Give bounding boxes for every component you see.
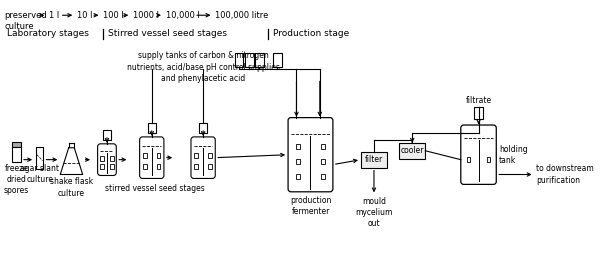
Bar [103, 130, 110, 140]
Text: 100,000 litre: 100,000 litre [215, 11, 269, 20]
FancyBboxPatch shape [191, 137, 215, 178]
Bar [321, 144, 325, 149]
Text: shake flask
culture: shake flask culture [50, 177, 93, 198]
Text: 1000 l: 1000 l [133, 11, 159, 20]
Bar [399, 143, 425, 159]
FancyBboxPatch shape [288, 118, 333, 192]
Bar [208, 164, 212, 169]
Bar [296, 174, 300, 179]
Text: filtrate: filtrate [466, 96, 491, 105]
Bar [143, 153, 147, 158]
Text: agar slant
culture: agar slant culture [20, 164, 59, 184]
Bar [100, 156, 104, 161]
Bar [256, 53, 264, 67]
Text: holding
tank: holding tank [499, 145, 527, 165]
Bar [12, 142, 21, 147]
Text: Laboratory stages: Laboratory stages [7, 29, 89, 38]
Bar [296, 159, 300, 164]
FancyBboxPatch shape [461, 125, 496, 184]
Bar [194, 164, 198, 169]
Text: Stirred vessel seed stages: Stirred vessel seed stages [108, 29, 227, 38]
Text: cooler: cooler [400, 146, 424, 155]
Text: to downstream
purification: to downstream purification [536, 164, 594, 185]
Bar [100, 164, 104, 169]
Bar [110, 164, 114, 169]
Polygon shape [60, 148, 83, 175]
Bar [273, 53, 281, 67]
Bar [245, 53, 254, 67]
Bar [361, 152, 387, 168]
Text: preserved
culture: preserved culture [4, 11, 47, 31]
Text: 100 l: 100 l [103, 11, 124, 20]
Bar [321, 174, 325, 179]
Bar [321, 159, 325, 164]
Bar [110, 156, 114, 161]
FancyBboxPatch shape [140, 137, 164, 178]
Text: freeze
dried
spores: freeze dried spores [4, 164, 29, 195]
Bar [467, 157, 470, 162]
Text: 10,000 l: 10,000 l [166, 11, 200, 20]
Text: production
fermenter: production fermenter [290, 196, 331, 216]
Bar [235, 53, 243, 67]
Text: 1 l: 1 l [49, 11, 59, 20]
Bar [199, 123, 207, 133]
Bar [487, 157, 490, 162]
Text: filter: filter [365, 155, 383, 164]
Bar [157, 164, 160, 169]
Bar [36, 147, 43, 168]
Bar [208, 153, 212, 158]
Bar [148, 123, 155, 133]
Text: 10 l: 10 l [77, 11, 92, 20]
Text: Production stage: Production stage [273, 29, 349, 38]
Text: stirred vessel seed stages: stirred vessel seed stages [104, 184, 205, 193]
Text: supply tanks of carbon & nitrogen
nutrients, acid/base pH control supplies
and p: supply tanks of carbon & nitrogen nutrie… [127, 51, 280, 83]
Bar [194, 153, 198, 158]
Bar [296, 144, 300, 149]
Bar [143, 164, 147, 169]
Bar [12, 147, 21, 162]
FancyBboxPatch shape [98, 144, 116, 175]
Bar [474, 107, 483, 119]
Text: mould
mycelium
out: mould mycelium out [355, 197, 392, 228]
Bar [157, 153, 160, 158]
